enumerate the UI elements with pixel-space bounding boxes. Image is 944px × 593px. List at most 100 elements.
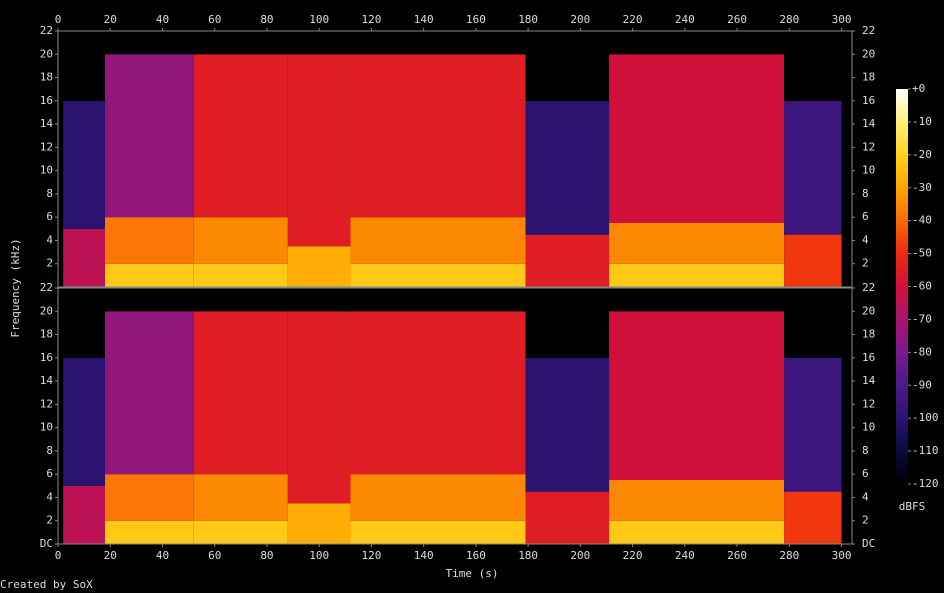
y-tick-label: 12	[40, 140, 53, 153]
colorbar-tick-label: -20	[912, 148, 932, 161]
colorbar-tick-label: -110	[912, 444, 939, 457]
y-tick-label: 14	[40, 117, 54, 130]
y-tick-label: 12	[862, 397, 875, 410]
y-tick-label: 18	[862, 328, 875, 341]
colorbar-label: dBFS	[899, 500, 926, 513]
spectrum-cell	[193, 311, 288, 475]
spectrum-cell	[63, 228, 106, 287]
y-tick-label: 22	[40, 281, 53, 294]
spectrum-cell	[350, 54, 526, 218]
y-tick-label: 8	[46, 444, 53, 457]
spectrum-cell	[350, 288, 526, 312]
spectrum-cell	[105, 54, 194, 218]
spectrum-cell	[525, 288, 610, 358]
x-tick-label: 120	[361, 549, 381, 562]
x-tick-label: 200	[570, 549, 590, 562]
x-tick-label: 200	[570, 13, 590, 26]
spectrum-cell	[841, 31, 852, 287]
spectrum-cell	[609, 263, 785, 287]
y-tick-label: 22	[862, 281, 875, 294]
x-tick-label: 20	[104, 549, 117, 562]
spectrum-cell	[525, 100, 610, 235]
spectrum-cell	[784, 357, 842, 492]
plot-frame	[57, 287, 853, 545]
spectrum-cell	[193, 31, 288, 55]
y-tick-label: 16	[862, 351, 875, 364]
x-tick-label: 240	[675, 13, 695, 26]
colorbar-tick-label: -40	[912, 214, 932, 227]
x-tick-label: 140	[414, 13, 434, 26]
y-tick-label: 6	[862, 210, 869, 223]
spectrum-cell	[193, 474, 288, 521]
y-tick-label: 2	[862, 514, 869, 527]
y-tick-label: DC	[862, 537, 875, 550]
y-tick-label: 10	[862, 421, 875, 434]
colorbar-tick-label: -120	[912, 477, 939, 490]
x-tick-label: 140	[414, 549, 434, 562]
spectrum-cell	[525, 31, 610, 101]
x-axis-label: Time (s)	[446, 567, 499, 580]
y-tick-label: 8	[862, 444, 869, 457]
colorbar-tick-label: -70	[912, 312, 932, 325]
spectrum-cell	[287, 311, 351, 504]
y-tick-label: 22	[862, 24, 875, 37]
y-tick-label: 2	[46, 514, 53, 527]
y-tick-label: 10	[40, 421, 53, 434]
y-tick-label: DC	[40, 537, 53, 550]
y-tick-label: 12	[40, 397, 53, 410]
spectrum-cell	[63, 100, 106, 229]
x-tick-label: 300	[832, 13, 852, 26]
spectrum-cell	[105, 311, 194, 475]
y-tick-label: 20	[862, 304, 875, 317]
x-tick-label: 220	[623, 13, 643, 26]
y-tick-label: 4	[862, 490, 869, 503]
spectrum-cell	[193, 263, 288, 287]
colorbar-tick-label: -50	[912, 247, 932, 260]
colorbar	[896, 89, 908, 484]
spectrum-cell	[287, 54, 351, 247]
y-tick-label: 20	[40, 304, 53, 317]
spectrum-cell	[525, 234, 610, 287]
x-tick-label: 220	[623, 549, 643, 562]
x-tick-label: 260	[727, 549, 747, 562]
spectrum-cell	[193, 520, 288, 544]
spectrum-cell	[193, 217, 288, 264]
y-tick-label: 20	[862, 47, 875, 60]
plot-frame	[57, 30, 853, 288]
spectrum-cell	[58, 288, 64, 544]
x-tick-label: 260	[727, 13, 747, 26]
y-tick-label: 22	[40, 24, 53, 37]
spectrum-cell	[287, 503, 351, 544]
y-tick-label: 14	[862, 374, 876, 387]
colorbar-tick-label: -80	[912, 345, 932, 358]
spectrum-cell	[350, 263, 526, 287]
spectrum-cell	[193, 54, 288, 218]
spectrum-cell	[609, 311, 785, 480]
x-tick-label: 160	[466, 549, 486, 562]
x-tick-label: 180	[518, 549, 538, 562]
x-tick-label: 300	[832, 549, 852, 562]
x-tick-label: 80	[260, 13, 273, 26]
spectrum-cell	[350, 520, 526, 544]
spectrum-cell	[609, 288, 785, 312]
spectrum-cell	[784, 491, 842, 544]
y-tick-label: 16	[40, 94, 53, 107]
x-tick-label: 240	[675, 549, 695, 562]
y-tick-label: 2	[46, 257, 53, 270]
x-tick-label: 40	[156, 549, 169, 562]
colorbar-tick-label: -30	[912, 181, 932, 194]
y-tick-label: 4	[862, 233, 869, 246]
spectrum-cell	[58, 31, 64, 287]
spectrum-cell	[193, 288, 288, 312]
colorbar-tick-label: -60	[912, 280, 932, 293]
spectrum-cell	[105, 474, 194, 521]
y-tick-label: 10	[40, 164, 53, 177]
y-tick-label: 18	[40, 328, 53, 341]
spectrum-cell	[287, 31, 351, 55]
y-tick-label: 14	[862, 117, 876, 130]
y-tick-label: 6	[862, 467, 869, 480]
spectrum-cell	[287, 288, 351, 312]
colorbar-tick-label: -90	[912, 378, 932, 391]
y-tick-label: 14	[40, 374, 54, 387]
